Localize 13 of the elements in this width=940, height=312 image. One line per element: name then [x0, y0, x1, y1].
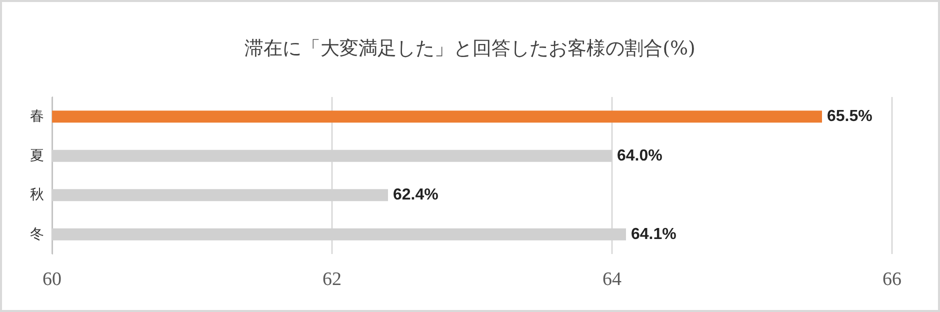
x-tick-label: 62 — [322, 269, 342, 290]
data-label: 65.5% — [827, 108, 872, 126]
y-tick-label: 春 — [30, 108, 44, 125]
data-label: 62.4% — [393, 186, 438, 204]
y-tick-label: 秋 — [30, 187, 44, 204]
data-label: 64.0% — [617, 147, 662, 164]
data-label: 64.1% — [631, 226, 676, 243]
x-tick-label: 64 — [602, 269, 622, 290]
y-tick-label: 冬 — [30, 226, 44, 242]
x-tick-label: 60 — [42, 269, 62, 290]
chart-title: 滞在に「大変満足した」と回答したお客様の割合(%) — [244, 38, 696, 60]
x-tick-label: 66 — [882, 269, 902, 290]
y-tick-label: 夏 — [30, 148, 44, 164]
